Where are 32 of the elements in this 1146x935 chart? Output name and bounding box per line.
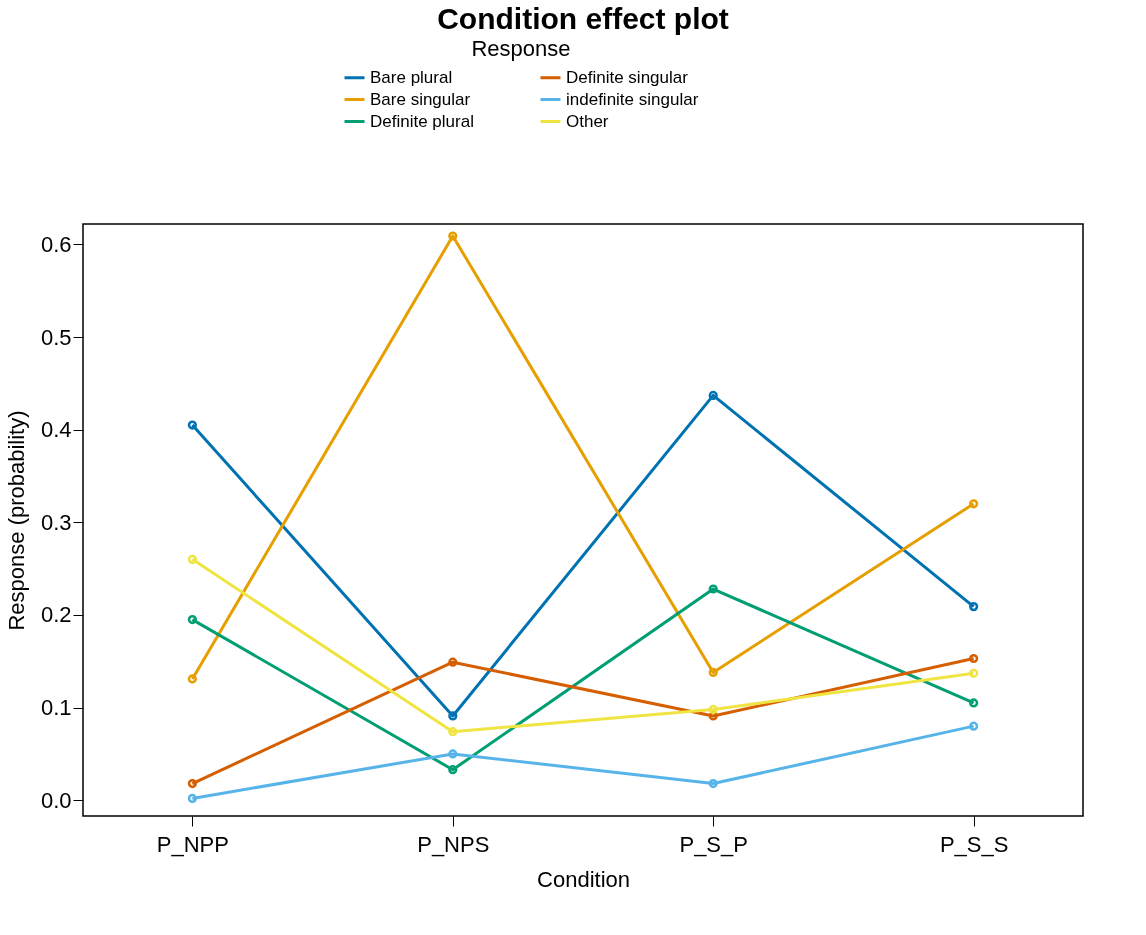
- chart-title: Condition effect plot: [437, 2, 729, 35]
- y-tick-label: 0.0: [40, 787, 72, 813]
- legend-title: Response: [471, 36, 571, 61]
- x-tick-label: P_S_P: [679, 831, 748, 857]
- x-tick-label: P_NPP: [156, 831, 229, 857]
- legend-label: Definite singular: [566, 67, 689, 87]
- y-tick-label: 0.6: [40, 231, 72, 257]
- legend-label: Other: [566, 111, 609, 131]
- point: [708, 584, 718, 594]
- y-axis-title: Response (probability): [3, 410, 29, 631]
- legend-label: Definite plural: [370, 111, 474, 131]
- point: [448, 749, 458, 759]
- y-tick-label: 0.5: [40, 324, 72, 350]
- y-tick-label: 0.1: [40, 695, 72, 721]
- x-tick-label: P_NPS: [417, 831, 490, 857]
- x-tick-label: P_S_S: [939, 831, 1009, 857]
- y-tick-label: 0.4: [40, 417, 72, 443]
- legend-label: indefinite singular: [566, 89, 699, 109]
- point: [448, 657, 458, 667]
- legend-label: Bare singular: [370, 89, 471, 109]
- x-axis-title: Condition: [537, 866, 630, 892]
- point: [448, 765, 458, 775]
- point: [708, 778, 718, 789]
- point: [708, 704, 718, 715]
- point: [708, 390, 718, 400]
- y-tick-label: 0.2: [40, 602, 72, 628]
- point: [708, 667, 718, 677]
- point: [448, 711, 458, 721]
- y-tick-label: 0.3: [40, 509, 72, 535]
- point: [448, 727, 458, 737]
- point: [448, 231, 458, 241]
- legend-label: Bare plural: [370, 67, 453, 87]
